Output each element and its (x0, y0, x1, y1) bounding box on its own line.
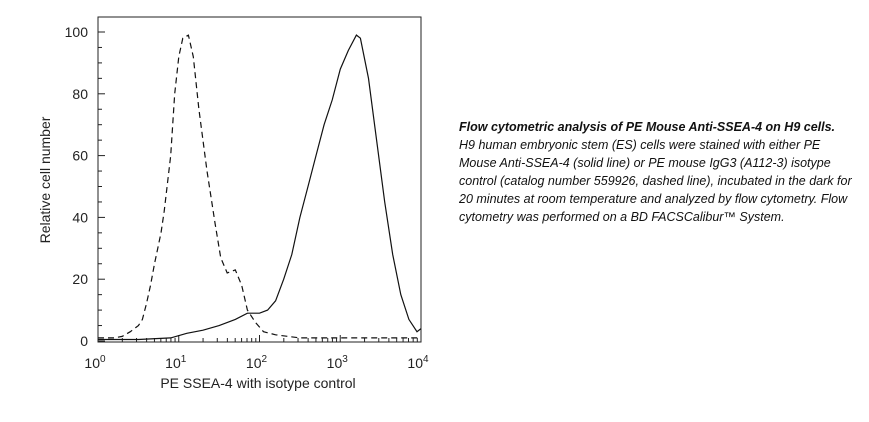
axis-ticks: 100 101 102 103 104 0 20 40 60 80 100 (65, 24, 429, 371)
isotype-control-curve (98, 34, 421, 339)
y-tick-label: 60 (72, 148, 88, 164)
figure-caption: Flow cytometric analysis of PE Mouse Ant… (459, 118, 859, 226)
ssea4-curve (98, 34, 422, 341)
y-axis-label: Relative cell number (37, 116, 53, 243)
x-tick-label: 100 (84, 354, 106, 371)
x-axis-label: PE SSEA-4 with isotype control (160, 375, 355, 391)
x-tick-label: 104 (407, 354, 429, 371)
histogram-chart: 100 101 102 103 104 0 20 40 60 80 100 PE SSEA-4 wi… (37, 16, 429, 391)
y-tick-label: 0 (80, 333, 88, 349)
caption-title: Flow cytometric analysis of PE Mouse Ant… (459, 120, 836, 134)
y-tick-label: 80 (72, 86, 88, 102)
x-tick-label: 102 (246, 354, 268, 371)
x-tick-label: 103 (327, 354, 349, 371)
y-tick-label: 40 (72, 209, 88, 225)
plot-frame (97, 16, 422, 343)
y-tick-label: 20 (72, 271, 88, 287)
y-tick-label: 100 (65, 24, 89, 40)
caption-body: H9 human embryonic stem (ES) cells were … (459, 138, 852, 224)
x-tick-label: 101 (165, 354, 187, 371)
